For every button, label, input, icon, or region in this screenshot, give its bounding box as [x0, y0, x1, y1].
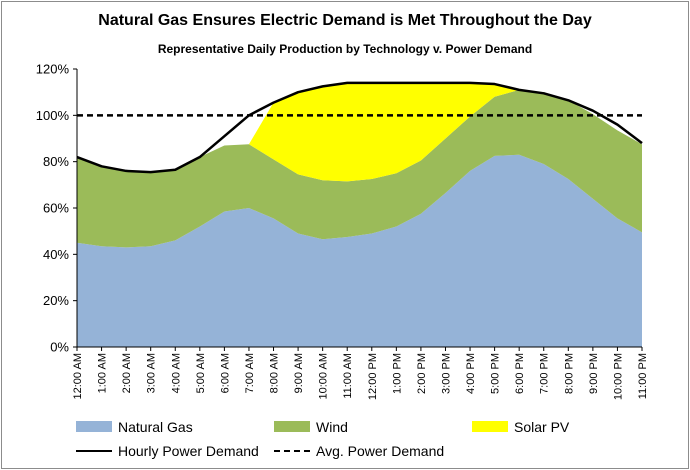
y-tick-label: 120%	[36, 62, 70, 77]
legend-label-avg-demand: Avg. Power Demand	[316, 443, 445, 459]
x-tick-label: 12:00 PM	[367, 353, 379, 400]
legend-swatch-solar-pv	[472, 421, 508, 432]
x-tick-label: 6:00 PM	[514, 353, 526, 394]
area-solar-pv	[77, 82, 642, 182]
x-tick-label: 4:00 PM	[465, 353, 477, 394]
y-tick-label: 0%	[50, 340, 69, 355]
x-tick-label: 8:00 AM	[269, 353, 281, 393]
legend-label-natural-gas: Natural Gas	[118, 419, 193, 435]
x-tick-label: 6:00 AM	[219, 353, 231, 393]
y-tick-label: 100%	[36, 108, 70, 123]
area-natural-gas	[77, 154, 642, 347]
y-tick-label: 40%	[43, 247, 69, 262]
x-tick-label: 7:00 PM	[539, 353, 551, 394]
x-tick-label: 10:00 PM	[612, 353, 624, 400]
x-tick-label: 4:00 AM	[170, 353, 182, 393]
x-tick-label: 9:00 AM	[293, 353, 305, 393]
y-tick-label: 80%	[43, 154, 69, 169]
x-tick-label: 2:00 PM	[416, 353, 428, 394]
x-tick-label: 7:00 AM	[244, 353, 256, 393]
legend-swatch-wind	[274, 421, 310, 432]
x-tick-label: 9:00 PM	[588, 353, 600, 394]
area-wind	[77, 89, 642, 248]
x-tick-label: 8:00 PM	[563, 353, 575, 394]
chart-subtitle: Representative Daily Production by Techn…	[157, 42, 533, 56]
x-tick-label: 11:00 PM	[637, 353, 649, 399]
legend-label-hourly-demand: Hourly Power Demand	[118, 443, 259, 459]
x-tick-label: 5:00 AM	[195, 353, 207, 393]
x-tick-label: 3:00 AM	[146, 353, 158, 393]
x-tick-label: 10:00 AM	[318, 353, 330, 399]
legend-label-wind: Wind	[316, 419, 348, 435]
y-tick-label: 60%	[43, 201, 69, 216]
x-tick-label: 2:00 AM	[121, 353, 133, 393]
legend-swatch-hourly-demand	[76, 450, 112, 452]
x-tick-label: 5:00 PM	[490, 353, 502, 394]
hourly-demand-line	[76, 81, 643, 174]
x-tick-label: 1:00 AM	[97, 353, 109, 393]
x-tick-label: 1:00 PM	[391, 353, 403, 394]
y-tick-label: 20%	[43, 293, 69, 308]
legend-label-solar-pv: Solar PV	[514, 419, 570, 435]
x-tick-label: 12:00 AM	[72, 353, 84, 399]
x-tick-label: 11:00 AM	[342, 353, 354, 399]
x-tick-label: 3:00 PM	[440, 353, 452, 394]
legend-swatch-avg-demand	[274, 450, 310, 452]
legend-swatch-natural-gas	[76, 421, 112, 432]
chart-title: Natural Gas Ensures Electric Demand is M…	[98, 12, 592, 29]
